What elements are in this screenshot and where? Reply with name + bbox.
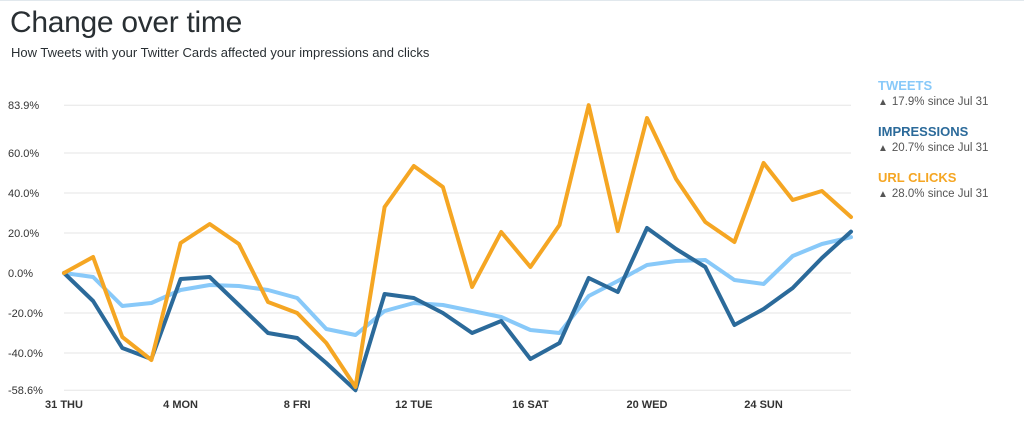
legend-change-text: 20.7% since Jul 31 (891, 142, 989, 154)
legend-label-tweets: TWEETS (878, 78, 933, 93)
x-tick-label: 31 THU (45, 399, 83, 411)
legend-item-tweets[interactable]: TWEETS ▲ 17.9% since Jul 31 (878, 78, 1024, 111)
legend-change-impressions: ▲ 20.7% since Jul 31 (878, 140, 1024, 157)
x-tick-label: 8 FRI (284, 399, 311, 411)
legend-item-impressions[interactable]: IMPRESSIONS ▲ 20.7% since Jul 31 (878, 124, 1024, 157)
legend-item-url-clicks[interactable]: URL CLICKS ▲ 28.0% since Jul 31 (878, 170, 1024, 203)
up-arrow-icon: ▲ (878, 143, 888, 154)
x-tick-label: 4 MON (163, 399, 198, 411)
x-tick-label: 12 TUE (395, 399, 432, 411)
y-tick-label: -20.0% (8, 308, 43, 320)
x-tick-label: 20 WED (626, 399, 667, 411)
y-tick-label: -58.6% (8, 385, 43, 397)
page-subtitle: How Tweets with your Twitter Cards affec… (11, 45, 430, 60)
y-tick-label: 40.0% (8, 188, 39, 200)
up-arrow-icon: ▲ (878, 97, 888, 108)
y-tick-label: 20.0% (8, 228, 39, 240)
top-divider (0, 0, 1024, 1)
y-tick-label: -40.0% (8, 348, 43, 360)
x-tick-label: 24 SUN (744, 399, 783, 411)
up-arrow-icon: ▲ (878, 189, 888, 200)
legend-change-text: 28.0% since Jul 31 (891, 188, 989, 200)
legend-change-url-clicks: ▲ 28.0% since Jul 31 (878, 186, 1024, 203)
series-line-impressions (62, 226, 853, 393)
legend-change-text: 17.9% since Jul 31 (891, 96, 989, 108)
legend-change-tweets: ▲ 17.9% since Jul 31 (878, 94, 1024, 111)
y-tick-label: 83.9% (8, 100, 39, 112)
x-tick-label: 16 SAT (512, 399, 549, 411)
y-tick-label: 60.0% (8, 148, 39, 160)
legend-label-url-clicks: URL CLICKS (878, 170, 957, 185)
legend: TWEETS ▲ 17.9% since Jul 31 IMPRESSIONS ▲… (878, 78, 1024, 216)
series-line-tweets (62, 235, 853, 337)
y-tick-label: 0.0% (8, 268, 33, 280)
legend-label-impressions: IMPRESSIONS (878, 124, 969, 139)
series-line-url-clicks (62, 103, 853, 389)
page-title: Change over time (10, 6, 242, 39)
